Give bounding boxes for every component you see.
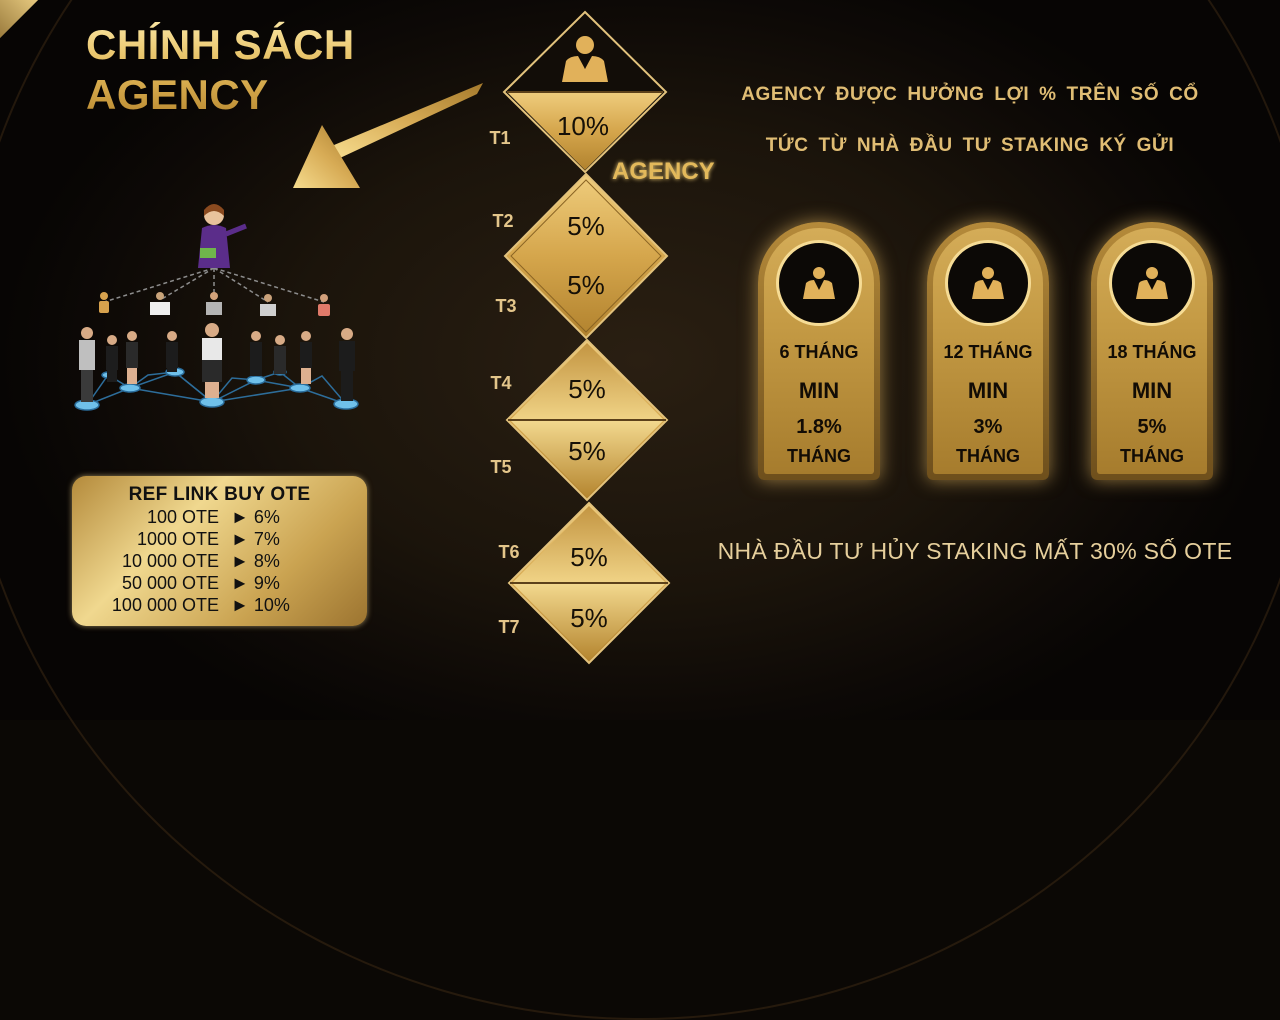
network-links-dashed (103, 267, 325, 303)
staking-card-body: 12 THÁNG MIN 3% THÁNG (933, 228, 1043, 474)
staking-card-12-months: 12 THÁNG MIN 3% THÁNG (927, 222, 1049, 480)
tier-value-t1: 10% (557, 111, 609, 141)
ref-link-row: 10 000 OTE ► 8% (72, 550, 367, 572)
arrow-icon (293, 83, 483, 188)
staking-period: 6 THÁNG (779, 342, 859, 362)
tier-label-t4: T4 (490, 373, 512, 393)
ref-rate: ► 9% (231, 573, 280, 593)
staking-rate: 3% (973, 416, 1003, 438)
ref-amount: 50 000 OTE (121, 573, 219, 593)
staking-card-18-months: 18 THÁNG MIN 5% THÁNG (1091, 222, 1213, 480)
description-line-1: AGENCY ĐƯỢC HƯỞNG LỢI % TRÊN SỐ CỔ (741, 84, 1199, 105)
staking-min-label: MIN (967, 378, 1009, 403)
ref-link-box: REF LINK BUY OTE 100 OTE ► 6% 1000 OTE ►… (72, 476, 367, 626)
staking-unit: THÁNG (787, 446, 851, 466)
network-illustration (74, 204, 359, 411)
tier-diamond-4 (507, 501, 671, 665)
tier-value-t4: 5% (568, 374, 606, 404)
ref-link-row: 100 000 OTE ► 10% (72, 594, 367, 616)
tier-label-t7: T7 (498, 617, 520, 637)
worker-figures (99, 292, 330, 316)
tier-diamond-1 (502, 10, 668, 174)
ref-rate: ► 8% (231, 551, 280, 571)
tier-value-t3: 5% (567, 270, 605, 300)
tier-diamond-2 (503, 172, 669, 340)
person-icon (1136, 267, 1168, 299)
ref-amount: 1000 OTE (136, 529, 219, 549)
staking-unit: THÁNG (956, 446, 1020, 466)
staking-card-6-months: 6 THÁNG MIN 1.8% THÁNG (758, 222, 880, 480)
ref-amount: 10 000 OTE (121, 551, 219, 571)
agency-label: AGENCY (612, 158, 715, 185)
ref-link-row: 1000 OTE ► 7% (72, 528, 367, 550)
ref-link-title: REF LINK BUY OTE (128, 484, 311, 505)
diagram-canvas: 10% 5% 5% 5% 5% 5% 5% (74, 10, 671, 665)
staking-card-avatar (776, 240, 862, 326)
staking-min-label: MIN (1131, 378, 1173, 403)
staking-period: 12 THÁNG (943, 342, 1033, 362)
ref-amount: 100 000 OTE (111, 595, 219, 615)
tier-label-t2: T2 (492, 211, 514, 231)
tier-value-t7: 5% (570, 603, 608, 633)
ref-amount: 100 OTE (146, 507, 219, 527)
cancel-staking-note: NHÀ ĐẦU TƯ HỦY STAKING MẤT 30% SỐ OTE (717, 538, 1233, 564)
tier-label-t1: T1 (489, 128, 511, 148)
ref-link-row: 100 OTE ► 6% (72, 506, 367, 528)
staking-min-label: MIN (798, 378, 840, 403)
ref-link-row: 50 000 OTE ► 9% (72, 572, 367, 594)
staking-card-avatar (945, 240, 1031, 326)
person-icon (972, 267, 1004, 299)
staking-card-body: 18 THÁNG MIN 5% THÁNG (1097, 228, 1207, 474)
tier-label-t3: T3 (495, 296, 517, 316)
staking-rate: 1.8% (796, 416, 842, 438)
business-people (79, 323, 355, 402)
staking-card-body: 6 THÁNG MIN 1.8% THÁNG (764, 228, 874, 474)
ref-rate: ► 6% (231, 507, 280, 527)
team-leader-figure (198, 204, 247, 268)
staking-card-avatar (1109, 240, 1195, 326)
description-line-2: TỨC TỪ NHÀ ĐẦU TƯ STAKING KÝ GỬI (765, 135, 1175, 156)
staking-rate: 5% (1137, 416, 1167, 438)
person-icon (562, 36, 608, 82)
tier-value-t2: 5% (567, 211, 605, 241)
ref-rate: ► 10% (231, 595, 290, 615)
tier-value-t6: 5% (570, 542, 608, 572)
person-icon (803, 267, 835, 299)
tier-value-t5: 5% (568, 436, 606, 466)
tier-label-t5: T5 (490, 457, 512, 477)
staking-period: 18 THÁNG (1107, 342, 1197, 362)
ref-rate: ► 7% (231, 529, 280, 549)
tier-label-t6: T6 (498, 542, 520, 562)
tier-diamond-3 (505, 338, 669, 502)
staking-unit: THÁNG (1120, 446, 1184, 466)
